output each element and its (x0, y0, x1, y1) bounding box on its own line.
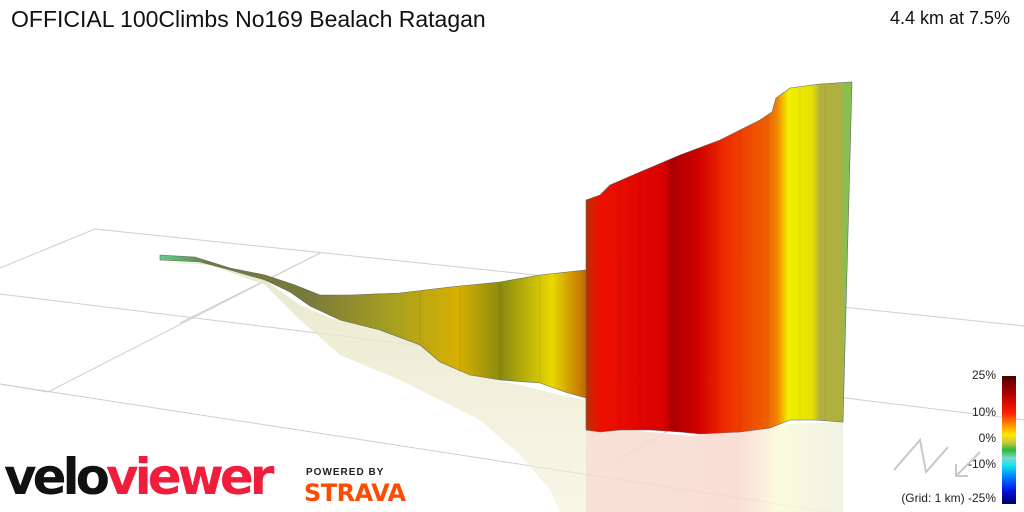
profile-reflection-far (160, 262, 586, 512)
gradient-stripes (419, 84, 826, 434)
gradient-legend: 25% 10% 0% -10% (Grid: 1 km) -25% (896, 368, 1016, 506)
legend-label-25: 25% (971, 368, 996, 382)
profile-wall-far (159, 254, 587, 399)
legend-label-grid-minus25: (Grid: 1 km) -25% (901, 491, 996, 505)
legend-label-0: 0% (978, 431, 996, 445)
powered-by-label: POWERED BY (306, 467, 385, 478)
page-title: OFFICIAL 100Climbs No169 Bealach Ratagan (11, 6, 486, 32)
profile-wall-near (585, 81, 853, 435)
north-arrow-icon (893, 437, 981, 477)
climb-summary: 4.4 km at 7.5% (889, 8, 1010, 28)
profile-reflection-near (586, 422, 843, 512)
logo-velo: velo (4, 448, 110, 506)
legend-label-10: 10% (971, 405, 996, 419)
veloviewer-logo[interactable]: veloviewer (4, 452, 274, 502)
legend-label-minus10: -10% (967, 457, 996, 471)
strava-logo[interactable]: STRAVA (304, 479, 406, 507)
gradient-colorbar (1002, 376, 1016, 504)
logo-viewer: viewer (106, 448, 274, 506)
